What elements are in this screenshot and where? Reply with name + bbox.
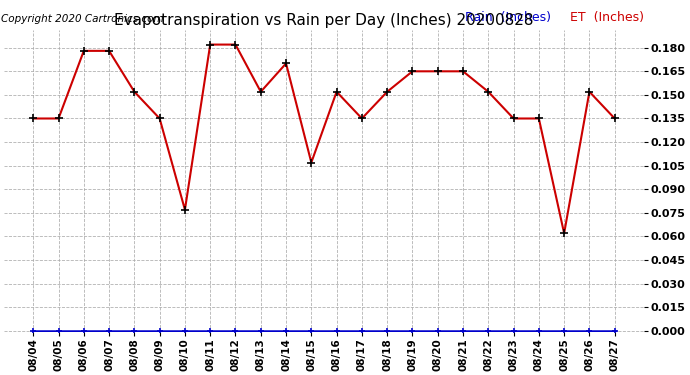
- Text: ET  (Inches): ET (Inches): [570, 11, 644, 24]
- Text: Rain  (Inches): Rain (Inches): [464, 11, 551, 24]
- Title: Evapotranspiration vs Rain per Day (Inches) 20200828: Evapotranspiration vs Rain per Day (Inch…: [115, 13, 534, 28]
- Text: Copyright 2020 Cartronics.com: Copyright 2020 Cartronics.com: [1, 14, 164, 24]
